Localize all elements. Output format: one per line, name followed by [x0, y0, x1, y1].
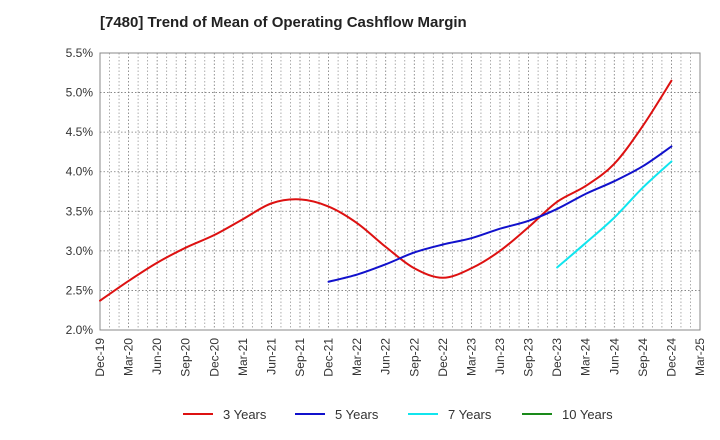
x-tick-label: Sep-22	[407, 338, 421, 377]
x-tick-label: Mar-23	[464, 338, 478, 376]
plot-area	[100, 53, 700, 330]
x-tick-label: Mar-22	[350, 338, 364, 376]
legend-label: 3 Years	[223, 407, 267, 422]
x-tick-label: Mar-20	[122, 338, 136, 376]
series-line-7-years	[556, 160, 673, 269]
y-tick-label: 2.5%	[66, 283, 94, 297]
legend-label: 7 Years	[448, 407, 492, 422]
x-tick-label: Jun-23	[493, 338, 507, 375]
x-tick-label: Sep-23	[522, 338, 536, 377]
x-tick-label: Dec-22	[436, 338, 450, 377]
series-line-3-years	[99, 79, 673, 302]
x-tick-label: Sep-20	[179, 338, 193, 377]
x-tick-label: Dec-23	[550, 338, 564, 377]
x-tick-label: Dec-20	[207, 338, 221, 377]
x-tick-label: Jun-24	[607, 338, 621, 375]
y-tick-label: 4.5%	[66, 125, 94, 139]
series-line-5-years	[327, 145, 673, 283]
x-tick-label: Dec-21	[322, 338, 336, 377]
x-tick-label: Jun-21	[264, 338, 278, 375]
chart-title: [7480] Trend of Mean of Operating Cashfl…	[100, 14, 467, 31]
x-tick-label: Jun-20	[150, 338, 164, 375]
y-tick-label: 3.0%	[66, 244, 94, 258]
y-tick-label: 5.0%	[66, 86, 94, 100]
x-tick-label: Dec-19	[93, 338, 107, 377]
x-tick-label: Mar-25	[693, 338, 707, 376]
plot-frame	[99, 52, 701, 331]
y-tick-label: 2.0%	[66, 323, 94, 337]
x-tick-label: Mar-24	[579, 338, 593, 376]
y-tick-label: 5.5%	[66, 46, 94, 60]
x-tick-label: Mar-21	[236, 338, 250, 376]
legend-label: 5 Years	[335, 407, 379, 422]
x-tick-label: Jun-22	[379, 338, 393, 375]
y-tick-label: 4.0%	[66, 165, 94, 179]
x-tick-label: Sep-24	[636, 338, 650, 377]
legend-label: 10 Years	[562, 407, 613, 422]
x-tick-label: Dec-24	[664, 338, 678, 377]
x-tick-label: Sep-21	[293, 338, 307, 377]
y-tick-label: 3.5%	[66, 204, 94, 218]
